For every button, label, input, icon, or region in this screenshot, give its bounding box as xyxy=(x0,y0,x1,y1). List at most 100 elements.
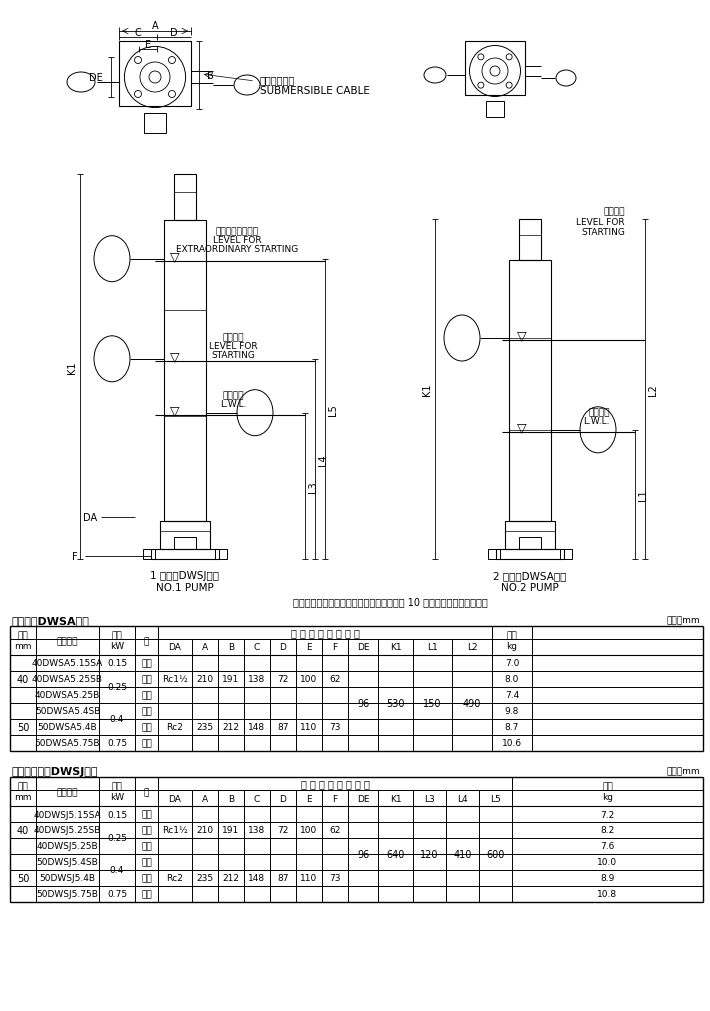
Text: L1: L1 xyxy=(427,643,438,652)
Text: 100: 100 xyxy=(300,826,317,835)
Text: 191: 191 xyxy=(222,674,240,683)
Text: E: E xyxy=(145,40,151,50)
Text: 8.2: 8.2 xyxy=(601,826,615,835)
Text: 40DWSJ5.25B: 40DWSJ5.25B xyxy=(37,842,98,850)
Text: 0.25: 0.25 xyxy=(107,834,127,842)
Text: 9.8: 9.8 xyxy=(505,707,519,716)
Text: DA: DA xyxy=(83,513,97,523)
Text: Rc1½: Rc1½ xyxy=(162,674,188,683)
Text: 50DWSJ5.4B: 50DWSJ5.4B xyxy=(40,874,96,883)
Text: 2 号機（DWSA型）: 2 号機（DWSA型） xyxy=(493,570,567,580)
Text: 注）運転可能最低水位での連続運転時間は 10 分以内にしてください。: 注）運転可能最低水位での連続運転時間は 10 分以内にしてください。 xyxy=(293,596,487,607)
Bar xyxy=(158,627,492,639)
Text: SUBMERSIBLE CABLE: SUBMERSIBLE CABLE xyxy=(260,86,370,96)
Text: 0.25: 0.25 xyxy=(107,682,127,692)
Text: F: F xyxy=(332,643,337,652)
Text: 10.6: 10.6 xyxy=(502,739,522,748)
Text: DA: DA xyxy=(168,794,182,803)
Text: C: C xyxy=(254,794,260,803)
Text: 始動水位: 始動水位 xyxy=(222,333,244,342)
Text: L.W.L.: L.W.L. xyxy=(220,399,246,408)
Text: 0.15: 0.15 xyxy=(107,810,127,819)
Bar xyxy=(160,522,210,549)
Bar xyxy=(158,777,512,791)
Text: L3: L3 xyxy=(308,480,318,492)
Text: 50DWSA5.4B: 50DWSA5.4B xyxy=(38,723,97,732)
Text: K1: K1 xyxy=(67,361,77,373)
Text: NO.2 PUMP: NO.2 PUMP xyxy=(501,582,559,592)
Text: A: A xyxy=(202,794,208,803)
Text: 単位：mm: 単位：mm xyxy=(667,766,700,775)
Text: 単相: 単相 xyxy=(141,659,152,668)
Text: 口径
mm: 口径 mm xyxy=(14,631,32,650)
Text: 212: 212 xyxy=(222,874,239,883)
Bar xyxy=(488,549,500,559)
Text: D: D xyxy=(280,643,286,652)
Text: L5: L5 xyxy=(490,794,501,803)
Text: 相: 相 xyxy=(144,788,149,797)
Text: 62: 62 xyxy=(329,674,341,683)
Text: 210: 210 xyxy=(197,826,214,835)
Bar xyxy=(144,114,166,133)
Text: B: B xyxy=(228,643,234,652)
Text: 出力
kW: 出力 kW xyxy=(110,783,124,802)
Text: LEVEL FOR: LEVEL FOR xyxy=(213,236,261,245)
Text: 10.8: 10.8 xyxy=(597,890,618,899)
Text: L3: L3 xyxy=(424,794,435,803)
Text: 212: 212 xyxy=(222,723,239,732)
Text: 質量
kg: 質量 kg xyxy=(602,783,613,802)
Text: 停止水位: 停止水位 xyxy=(589,407,610,417)
Text: F: F xyxy=(72,551,78,561)
Bar xyxy=(560,549,572,559)
Text: L4: L4 xyxy=(457,794,468,803)
Text: 530: 530 xyxy=(386,699,405,709)
Text: 235: 235 xyxy=(197,874,214,883)
Text: ▽: ▽ xyxy=(170,351,180,364)
Text: DE: DE xyxy=(356,794,369,803)
Text: ポ ン プ 及 び 電 動 機: ポ ン プ 及 び 電 動 機 xyxy=(290,628,359,638)
Text: 40DWSA5.25SB: 40DWSA5.25SB xyxy=(32,674,103,683)
Text: 機　　名: 機 名 xyxy=(57,636,78,645)
Text: 87: 87 xyxy=(277,723,289,732)
Text: 7.2: 7.2 xyxy=(601,810,615,819)
Text: STARTING: STARTING xyxy=(211,351,255,360)
Text: 7.6: 7.6 xyxy=(601,842,615,850)
Bar xyxy=(465,42,525,96)
Text: 相: 相 xyxy=(144,636,149,645)
Text: 8.9: 8.9 xyxy=(601,874,615,883)
Text: 質量
kg: 質量 kg xyxy=(506,631,518,650)
Text: K1: K1 xyxy=(422,383,432,396)
Text: DE: DE xyxy=(356,643,369,652)
Text: B: B xyxy=(207,71,214,81)
Text: 96: 96 xyxy=(357,699,369,709)
Bar xyxy=(215,549,227,559)
Text: 単相: 単相 xyxy=(141,826,152,835)
Text: ▽: ▽ xyxy=(170,404,180,418)
Text: 87: 87 xyxy=(277,874,289,883)
Text: ▽: ▽ xyxy=(170,251,180,264)
Bar xyxy=(486,102,504,118)
Text: STARTING: STARTING xyxy=(581,227,625,237)
Text: 機　　名: 機 名 xyxy=(57,788,78,797)
Text: 7.4: 7.4 xyxy=(505,691,519,700)
Text: 110: 110 xyxy=(300,723,317,732)
Text: K1: K1 xyxy=(390,643,401,652)
Text: 191: 191 xyxy=(222,826,240,835)
Text: 0.75: 0.75 xyxy=(107,739,127,748)
Text: 50DWSJ5.75B: 50DWSJ5.75B xyxy=(36,890,99,899)
Text: LEVEL FOR: LEVEL FOR xyxy=(577,217,625,226)
Bar xyxy=(151,549,219,559)
Text: 三相: 三相 xyxy=(141,691,152,700)
Text: 口径
mm: 口径 mm xyxy=(14,783,32,802)
Text: 始動水位: 始動水位 xyxy=(604,207,625,216)
Text: 三相: 三相 xyxy=(141,723,152,732)
Text: ポ ン プ 及 び 電 動 機: ポ ン プ 及 び 電 動 機 xyxy=(300,778,369,789)
Text: L1: L1 xyxy=(638,489,648,500)
Text: 三相: 三相 xyxy=(141,842,152,850)
Text: 50DWSA5.75B: 50DWSA5.75B xyxy=(35,739,100,748)
Text: 110: 110 xyxy=(300,874,317,883)
Text: 出力
kW: 出力 kW xyxy=(110,631,124,650)
Text: 72: 72 xyxy=(278,826,289,835)
Bar xyxy=(174,175,196,221)
Text: 490: 490 xyxy=(463,699,481,709)
